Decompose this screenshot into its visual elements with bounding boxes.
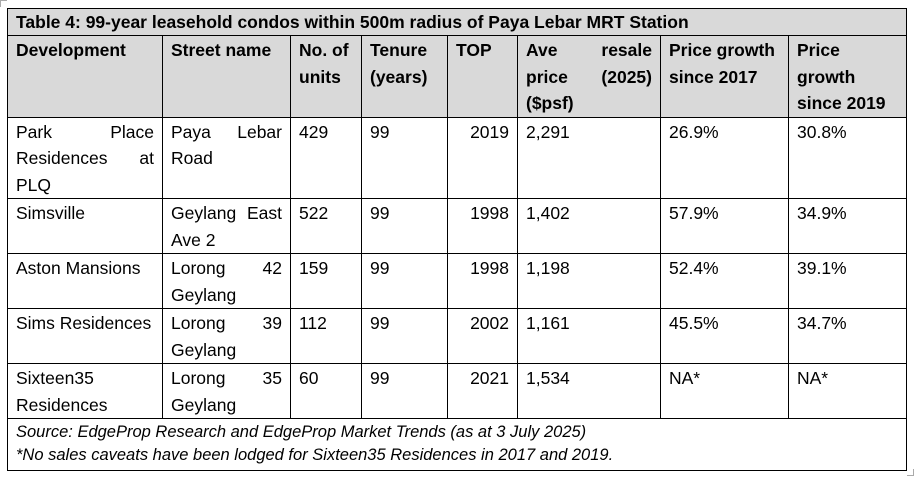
- cell-street: Paya Lebar Road: [162, 116, 291, 199]
- cell-price: 1,198: [517, 253, 661, 309]
- cell-top: 2021: [447, 363, 518, 419]
- cell-price: 1,402: [517, 198, 661, 254]
- header-growth-2019: Price growth since 2019: [787, 35, 908, 118]
- header-growth-2017: Price growth since 2017: [660, 35, 789, 118]
- cell-development: Sixteen35 Residences: [7, 363, 163, 419]
- table-row: Park Place Residences at PLQ Paya Lebar …: [7, 116, 908, 199]
- cell-growth-2019: 34.7%: [787, 308, 908, 364]
- cell-price: 1,161: [517, 308, 661, 364]
- table-title: Table 4: 99-year leasehold condos within…: [6, 8, 908, 36]
- header-row: Development Street name No. of units Ten…: [7, 35, 908, 118]
- cell-street: Lorong 35 Geylang: [162, 363, 291, 419]
- page-corner-mark: [907, 469, 914, 476]
- header-street: Street name: [162, 35, 291, 118]
- caveat-note: *No sales caveats have been lodged for S…: [16, 446, 614, 464]
- cell-growth-2017: NA*: [660, 363, 789, 419]
- table-row: Sixteen35 Residences Lorong 35 Geylang 6…: [7, 363, 908, 419]
- table-container: Table 4: 99-year leasehold condos within…: [6, 8, 908, 471]
- cell-tenure: 99: [361, 363, 448, 419]
- cell-units: 112: [290, 308, 362, 364]
- table-row: Sims Residences Lorong 39 Geylang 112 99…: [7, 308, 908, 364]
- cell-growth-2019: 34.9%: [787, 198, 908, 254]
- cell-growth-2019: 30.8%: [787, 116, 908, 199]
- cell-street: Geylang East Ave 2: [162, 198, 291, 254]
- cell-tenure: 99: [361, 253, 448, 309]
- cell-price: 2,291: [517, 116, 661, 199]
- header-top: TOP: [447, 35, 518, 118]
- cell-top: 1998: [447, 253, 518, 309]
- header-price: Ave resale price (2025) ($psf): [517, 35, 661, 118]
- header-tenure: Tenure (years): [361, 35, 448, 118]
- cell-growth-2017: 52.4%: [660, 253, 789, 309]
- cell-growth-2019: 39.1%: [787, 253, 908, 309]
- cell-tenure: 99: [361, 198, 448, 254]
- cell-top: 2002: [447, 308, 518, 364]
- source-note: Source: EdgeProp Research and EdgeProp M…: [16, 423, 587, 441]
- cell-growth-2017: 57.9%: [660, 198, 789, 254]
- cell-tenure: 99: [361, 308, 448, 364]
- cell-growth-2017: 26.9%: [660, 116, 789, 199]
- cell-development: Sims Residences: [7, 308, 163, 364]
- header-development: Development: [7, 35, 163, 118]
- header-units: No. of units: [290, 35, 362, 118]
- cell-units: 522: [290, 198, 362, 254]
- cell-street: Lorong 39 Geylang: [162, 308, 291, 364]
- cell-units: 159: [290, 253, 362, 309]
- cell-price: 1,534: [517, 363, 661, 419]
- cell-development: Park Place Residences at PLQ: [7, 116, 163, 199]
- table-row: Aston Mansions Lorong 42 Geylang 159 99 …: [7, 253, 908, 309]
- table-row: Simsville Geylang East Ave 2 522 99 1998…: [7, 198, 908, 254]
- cell-top: 2019: [447, 116, 518, 199]
- cell-street: Lorong 42 Geylang: [162, 253, 291, 309]
- cell-units: 60: [290, 363, 362, 419]
- cell-growth-2019: NA*: [787, 363, 908, 419]
- table-footnote: Source: EdgeProp Research and EdgeProp M…: [6, 418, 908, 471]
- cell-tenure: 99: [361, 116, 448, 199]
- cell-growth-2017: 45.5%: [660, 308, 789, 364]
- cell-development: Simsville: [7, 198, 163, 254]
- page-corner-mark: [0, 0, 7, 7]
- cell-top: 1998: [447, 198, 518, 254]
- leasehold-condos-table: Table 4: 99-year leasehold condos within…: [6, 8, 908, 471]
- cell-development: Aston Mansions: [7, 253, 163, 309]
- cell-units: 429: [290, 116, 362, 199]
